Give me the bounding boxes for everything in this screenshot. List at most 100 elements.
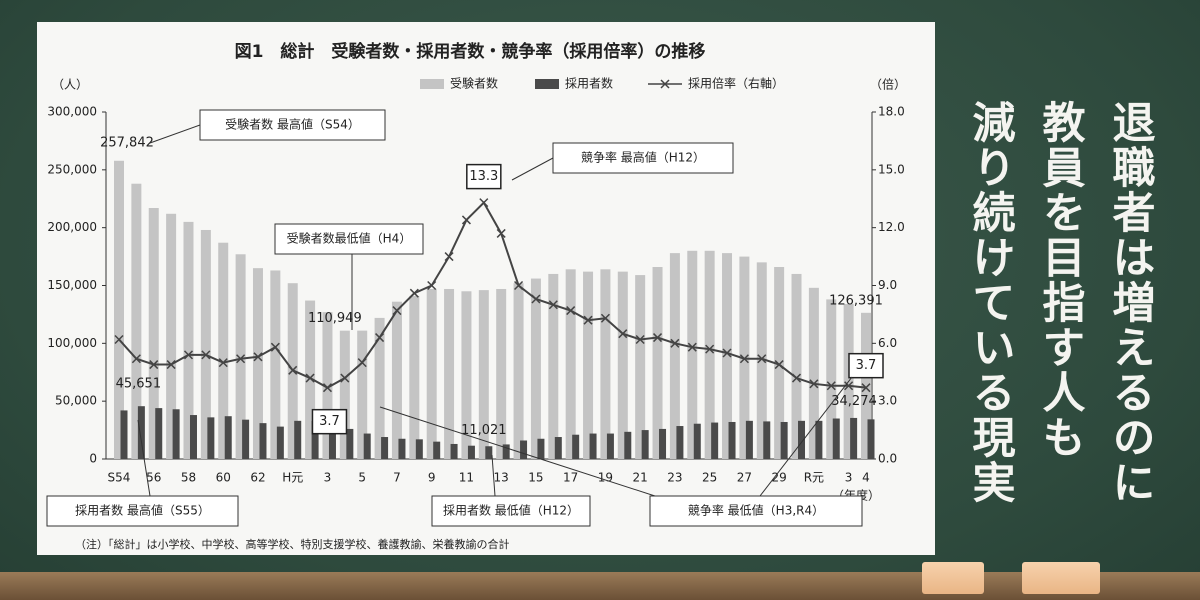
bar [850,417,858,459]
label-box [466,163,502,190]
bar [398,438,406,459]
bar [444,288,455,459]
marker [844,381,854,391]
y2-tick-label: 15.0 [878,162,905,176]
bar [391,301,402,459]
bar [189,415,197,459]
x-tick-label: 19 [598,471,613,485]
bar [467,445,475,459]
bar [641,430,649,459]
bar [478,290,489,459]
value-label: 257,842 [100,135,154,150]
legend-label: 採用者数 [565,76,613,91]
bar [433,441,441,459]
annotation-box [649,495,863,527]
bar [763,421,771,459]
bar [513,283,524,459]
marker [270,342,280,352]
x-tick-label: 15 [528,471,543,485]
bar [183,221,194,459]
y-unit: （人） [52,78,88,92]
y-tick-label: 50,000 [55,394,97,408]
marker [392,306,402,316]
value-label: 11,021 [461,423,507,438]
marker [826,381,836,391]
bar [137,406,145,459]
x-tick-label: 62 [250,471,265,485]
leader-line [759,376,853,497]
bar [374,317,385,459]
marker [340,373,350,383]
marker [583,315,593,325]
y2-tick-label: 18.0 [878,105,905,119]
x-tick-label: 5 [358,471,366,485]
bar [548,273,559,459]
bar [624,431,632,459]
value-label: 34,274 [831,394,877,409]
marker [687,342,697,352]
x-tick-label: 27 [737,471,752,485]
line [118,200,867,389]
legend-swatch [535,79,559,89]
y-tick-label: 0 [89,452,97,466]
bar [235,254,246,459]
x-tick-label: 23 [667,471,682,485]
marker [253,352,263,362]
marker [322,383,332,393]
bar [652,266,663,459]
x-tick-label: 11 [459,471,474,485]
annotation: 競争率 最低値（H3,R4） [688,503,824,518]
bar [676,426,684,459]
marker [409,288,419,298]
bar [224,416,232,459]
bar [808,287,819,459]
bar [131,183,142,460]
label-box [311,408,348,435]
annotation-box [552,142,734,174]
marker [288,365,298,375]
bar [635,275,646,459]
bar [867,419,875,459]
bar [583,271,594,459]
bar [861,312,871,459]
bar [530,278,541,459]
chart-title: 図1 総計 受験者数・採用者数・競争率（採用倍率）の推移 [235,41,706,62]
note: （注）「総計」は小学校、中学校、高等学校、特別支援学校、養護教諭、栄養教諭の合計 [75,537,510,551]
marker [705,344,715,354]
x-tick-label: S54 [108,471,131,485]
x-tick-label: 4 [862,471,870,485]
bar [774,266,785,459]
x-tick-label: 3 [845,471,853,485]
bar [520,440,528,459]
y2-unit: （倍） [870,77,906,92]
value-label: 126,391 [829,293,883,308]
marker [218,358,228,368]
marker [809,379,819,389]
bar [409,295,420,459]
bar [155,408,163,459]
x-tick-label: H元 [282,471,303,485]
x-tick-label: 29 [771,471,786,485]
annotation: 採用者数 最低値（H12） [443,503,579,518]
x-tick-label: 25 [702,471,717,485]
bar [711,422,719,459]
annotation: 受験者数最低値（H4） [287,231,412,246]
legend-swatch [420,79,444,89]
bar [200,229,211,459]
marker [566,306,576,316]
bar [242,419,250,459]
bar [554,437,562,459]
bar [294,420,302,459]
marker [722,348,732,358]
x-tick-label: 17 [563,471,578,485]
legend-marker [660,79,670,89]
marker [791,373,802,383]
marker [357,358,367,368]
bar [502,444,510,459]
y2-tick-label: 12.0 [878,220,905,234]
marker [201,350,211,360]
bar [363,433,371,459]
marker [635,334,645,345]
bar [745,420,753,459]
